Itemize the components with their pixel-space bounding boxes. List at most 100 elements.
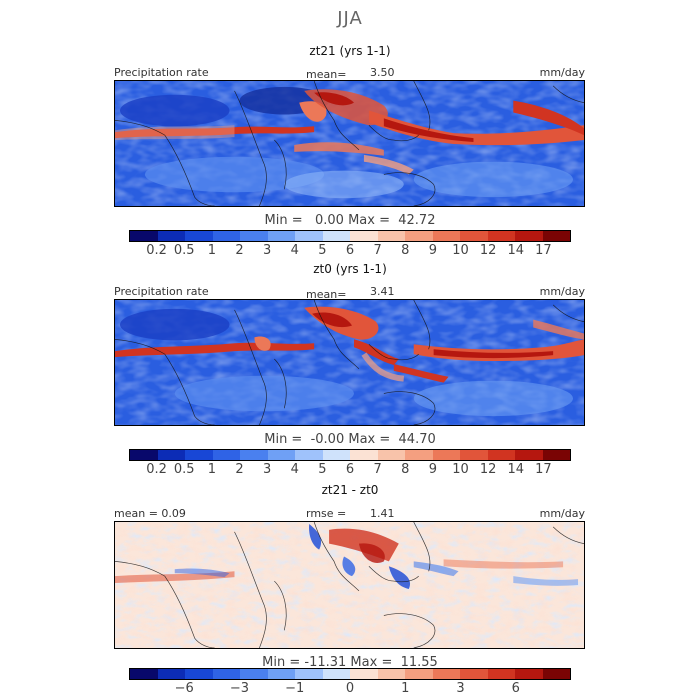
panel1-precip-map: [114, 80, 585, 207]
colorbar-tick-label: 17: [535, 243, 552, 258]
colorbar-tick-label: 0.2: [146, 243, 167, 258]
colorbar-segment: [322, 231, 350, 241]
colorbar-tick-label: 5: [318, 243, 327, 258]
colorbar-segment: [212, 669, 240, 679]
colorbar-segment: [322, 669, 350, 679]
colorbar-segment: [185, 450, 213, 460]
panel1-colorbar: [129, 230, 571, 242]
colorbar-segment: [487, 450, 515, 460]
panel3-rmse-label: rmse =: [306, 507, 347, 520]
colorbar-tick-label: 14: [507, 462, 525, 477]
colorbar-segment: [377, 231, 405, 241]
colorbar-segment: [157, 231, 185, 241]
colorbar-segment: [157, 669, 185, 679]
colorbar-segment: [130, 231, 158, 241]
colorbar-tick-label: 6: [345, 243, 355, 258]
colorbar-tick-label: 9: [428, 243, 438, 258]
colorbar-tick-label: 7: [373, 462, 382, 477]
colorbar-tick-label: −6: [174, 681, 194, 696]
colorbar-tick-label: 6: [511, 681, 520, 696]
colorbar-tick-label: 1: [207, 243, 217, 258]
colorbar-segment: [460, 231, 488, 241]
panel1-mean-value: 3.50: [370, 66, 395, 79]
colorbar-tick-label: 2: [235, 243, 244, 258]
colorbar-tick-label: 0: [345, 681, 355, 696]
colorbar-segment: [542, 231, 570, 241]
panel1-minmax: Min = 0.00 Max = 42.72: [264, 213, 436, 228]
colorbar-tick-label: 5: [318, 462, 327, 477]
colorbar-segment: [212, 450, 240, 460]
colorbar-tick-label: −3: [229, 681, 250, 696]
colorbar-segment: [377, 669, 405, 679]
panel3-colorbar: [129, 668, 571, 680]
colorbar-segment: [432, 450, 460, 460]
colorbar-segment: [542, 669, 570, 679]
colorbar-tick-label: 0.2: [146, 462, 167, 477]
panel1-mean-label: mean=: [306, 68, 347, 81]
colorbar-tick-label: 4: [290, 462, 299, 477]
colorbar-tick-label: 17: [535, 462, 552, 477]
panel3-subtitle: zt21 - zt0: [321, 483, 379, 497]
panel3-minmax: Min = -11.31 Max = 11.55: [262, 655, 438, 670]
colorbar-tick-label: 6: [345, 462, 355, 477]
colorbar-segment: [432, 231, 460, 241]
colorbar-segment: [212, 231, 240, 241]
colorbar-segment: [267, 669, 295, 679]
panel2-colorbar: [129, 449, 571, 461]
colorbar-segment: [460, 669, 488, 679]
panel2-colorbar-ticks: 0.2 0.5 1 2 3 4 5 6 7 8 9 10 12 14 17: [129, 462, 571, 478]
colorbar-segment: [267, 450, 295, 460]
colorbar-segment: [157, 450, 185, 460]
colorbar-tick-label: −1: [285, 681, 305, 696]
colorbar-tick-label: 2: [235, 462, 244, 477]
colorbar-segment: [515, 450, 543, 460]
colorbar-tick-label: 12: [479, 462, 497, 477]
colorbar-segment: [515, 669, 543, 679]
figure-title: JJA: [337, 8, 363, 29]
colorbar-segment: [295, 450, 323, 460]
panel1-colorbar-ticks: 0.2 0.5 1 2 3 4 5 6 7 8 9 10 12 14 17: [129, 243, 571, 259]
colorbar-tick-label: 0.5: [173, 243, 195, 258]
colorbar-tick-label: 3: [262, 243, 272, 258]
colorbar-segment: [240, 450, 268, 460]
colorbar-segment: [295, 669, 323, 679]
colorbar-segment: [322, 450, 350, 460]
colorbar-tick-label: 7: [373, 243, 382, 258]
panel3-difference-map: [114, 521, 585, 649]
colorbar-tick-label: 3: [262, 462, 272, 477]
colorbar-segment: [487, 669, 515, 679]
colorbar-segment: [295, 231, 323, 241]
colorbar-segment: [377, 450, 405, 460]
colorbar-segment: [350, 231, 378, 241]
colorbar-tick-label: 1: [401, 681, 410, 696]
colorbar-tick-label: 10: [452, 243, 469, 258]
panel1-field-label: Precipitation rate: [114, 66, 209, 79]
colorbar-segment: [185, 231, 213, 241]
colorbar-segment: [267, 231, 295, 241]
colorbar-segment: [432, 669, 460, 679]
panel2-precip-map: [114, 299, 585, 426]
panel3-mean-text: mean = 0.09: [114, 507, 186, 520]
colorbar-segment: [240, 669, 268, 679]
colorbar-segment: [515, 231, 543, 241]
panel2-subtitle: zt0 (yrs 1-1): [313, 262, 387, 276]
colorbar-segment: [130, 669, 158, 679]
colorbar-tick-label: 8: [401, 462, 410, 477]
panel2-mean-label: mean=: [306, 288, 347, 301]
colorbar-segment: [460, 450, 488, 460]
panel1-subtitle: zt21 (yrs 1-1): [309, 44, 391, 58]
colorbar-segment: [487, 231, 515, 241]
colorbar-segment: [350, 669, 378, 679]
colorbar-segment: [405, 450, 433, 460]
colorbar-segment: [240, 231, 268, 241]
colorbar-segment: [405, 669, 433, 679]
panel3-colorbar-ticks: −6 −3 −1 0 1 3 6: [129, 681, 571, 697]
colorbar-segment: [185, 669, 213, 679]
colorbar-segment: [542, 450, 570, 460]
colorbar-tick-label: 1: [207, 462, 217, 477]
panel1-units-label: mm/day: [539, 66, 585, 79]
panel2-mean-value: 3.41: [370, 285, 395, 298]
colorbar-tick-label: 8: [401, 243, 410, 258]
colorbar-segment: [130, 450, 158, 460]
panel3-rmse-value: 1.41: [370, 507, 395, 520]
